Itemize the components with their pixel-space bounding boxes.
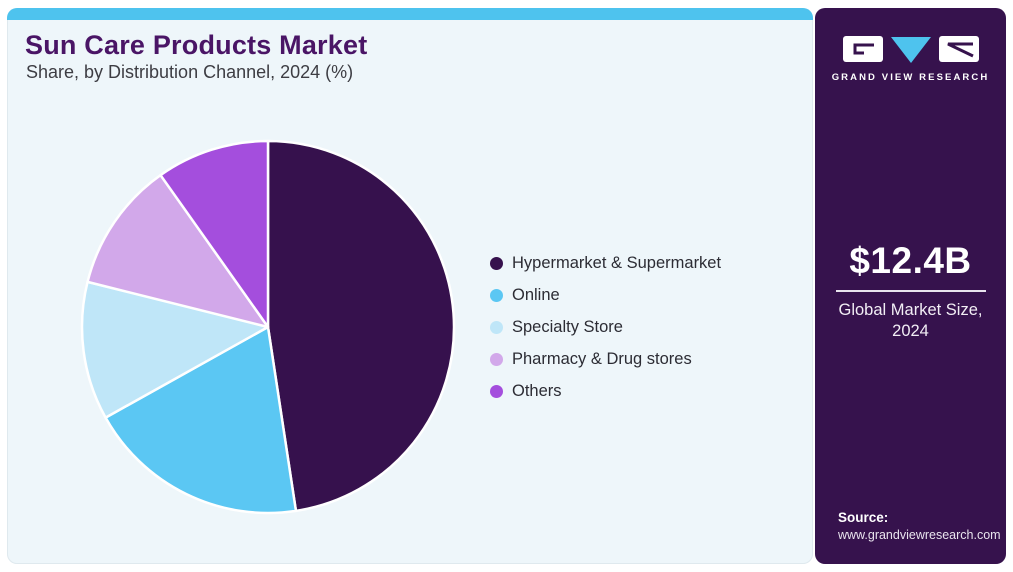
- legend-swatch-icon: [490, 320, 503, 334]
- legend-item: Specialty Store: [490, 317, 721, 337]
- accent-topbar: [7, 8, 813, 20]
- legend-swatch-icon: [490, 256, 503, 270]
- market-size-label-line1: Global Market Size,: [838, 301, 983, 319]
- page-title: Sun Care Products Market: [25, 30, 368, 60]
- source-block: Source: www.grandviewresearch.com: [838, 510, 1001, 542]
- chart-card: Sun Care Products Market Share, by Distr…: [7, 8, 813, 564]
- legend-swatch-icon: [490, 352, 503, 366]
- market-size-label-line2: 2024: [892, 321, 929, 340]
- legend-label: Hypermarket & Supermarket: [512, 253, 722, 272]
- legend-swatch-icon: [490, 288, 503, 302]
- pie-slice: [104, 325, 298, 515]
- gvr-logo: GRAND VIEW RESEARCH: [815, 32, 1006, 83]
- legend-item: Online: [490, 285, 721, 305]
- legend-label: Others: [512, 381, 562, 400]
- pie-chart-svg: [80, 139, 456, 515]
- divider: [835, 290, 986, 292]
- pie-slice: [86, 173, 270, 329]
- page-subtitle: Share, by Distribution Channel, 2024 (%): [26, 62, 354, 82]
- legend: Hypermarket & Supermarket Online Special…: [490, 253, 721, 401]
- pie-chart: [78, 137, 458, 517]
- source-label: Source:: [838, 510, 889, 525]
- legend-swatch-icon: [490, 384, 503, 398]
- legend-item: Hypermarket & Supermarket: [490, 253, 721, 273]
- market-size-block: $12.4B Global Market Size, 2024: [815, 240, 1006, 341]
- legend-label: Specialty Store: [512, 317, 623, 336]
- legend-item: Pharmacy & Drug stores: [490, 349, 721, 369]
- brand-name: GRAND VIEW RESEARCH: [831, 72, 990, 83]
- gvr-logo-icon: [842, 36, 979, 63]
- source-url[interactable]: www.grandviewresearch.com: [838, 528, 1001, 542]
- legend-label: Online: [512, 285, 560, 304]
- pie-slice: [159, 139, 270, 329]
- legend-label: Pharmacy & Drug stores: [512, 349, 692, 368]
- pie-slice: [266, 139, 456, 513]
- market-size-value: $12.4B: [849, 240, 972, 281]
- market-size-label: Global Market Size, 2024: [815, 300, 1006, 341]
- legend-item: Others: [490, 381, 721, 401]
- sidebar: GRAND VIEW RESEARCH $12.4B Global Market…: [815, 8, 1006, 564]
